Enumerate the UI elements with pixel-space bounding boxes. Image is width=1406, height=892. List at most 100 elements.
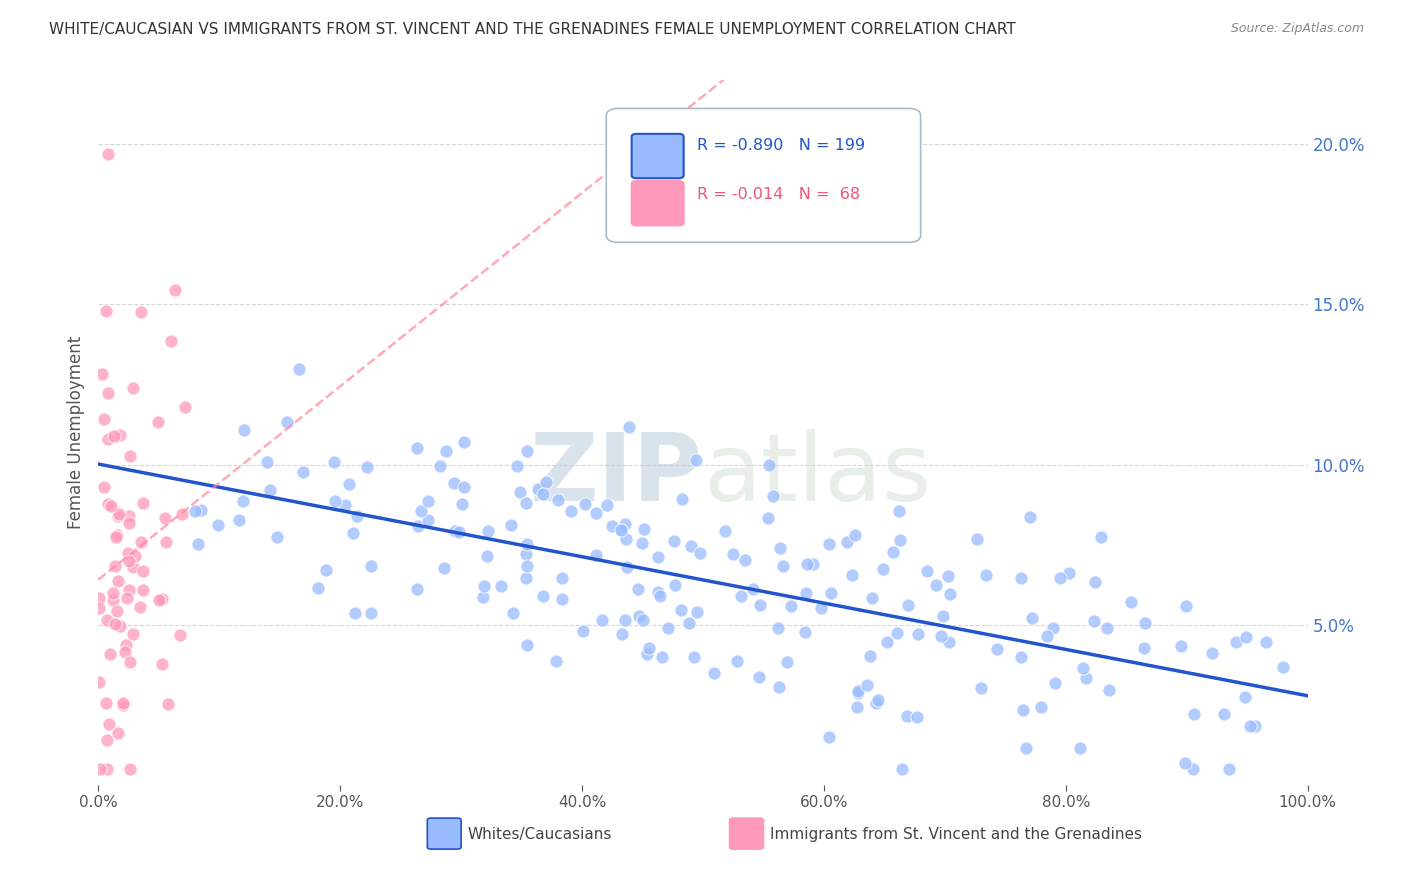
Point [190,503,212,517]
Point [114,644,136,658]
Point [810,601,832,615]
Point [671,491,693,506]
Point [89,762,111,776]
Point [276,415,298,429]
Point [748,670,770,684]
Point [515,547,537,561]
Point [1098,683,1121,698]
Point [631,536,654,550]
Text: R = -0.014   N =  68: R = -0.014 N = 68 [697,187,860,202]
Point [97,147,120,161]
Point [882,544,904,558]
Point [111,696,134,710]
Point [108,427,131,442]
Point [796,557,818,571]
Point [108,619,131,633]
Point [323,455,346,469]
Point [1042,621,1064,635]
Point [509,484,531,499]
Point [449,524,471,539]
Point [103,592,125,607]
Point [547,492,569,507]
Point [87,675,110,690]
Point [678,615,700,630]
Point [129,305,152,319]
Point [907,627,929,641]
Point [585,549,607,563]
FancyBboxPatch shape [631,134,683,178]
Point [775,655,797,669]
Point [1057,566,1080,580]
Point [531,487,554,501]
Point [614,516,637,531]
Point [647,584,669,599]
Text: ZIP: ZIP [530,429,703,521]
Point [905,710,928,724]
Point [105,604,128,618]
Point [1049,571,1071,585]
Point [1071,661,1094,675]
Point [633,522,655,536]
Point [657,621,679,635]
Point [108,507,131,521]
Point [1036,629,1059,643]
Point [515,571,537,585]
Point [184,504,207,518]
Point [612,627,634,641]
Point [228,513,250,527]
Point [1201,646,1223,660]
Point [742,582,765,596]
Point [1213,707,1236,722]
Point [596,498,619,512]
Point [860,591,883,605]
FancyBboxPatch shape [427,818,461,849]
Point [1174,756,1197,770]
Point [103,429,125,443]
Point [103,585,125,599]
Point [150,657,173,672]
Point [550,592,572,607]
Point [187,536,209,550]
Point [897,598,920,612]
Point [682,649,704,664]
Point [734,553,756,567]
Point [721,547,744,561]
Point [1170,639,1192,653]
Point [1256,635,1278,649]
Point [122,381,145,395]
Point [87,591,110,606]
Point [868,693,890,707]
Point [768,680,790,694]
Point [256,455,278,469]
Text: Source: ZipAtlas.com: Source: ZipAtlas.com [1230,22,1364,36]
Text: R = -0.890   N = 199: R = -0.890 N = 199 [697,138,865,153]
Point [766,621,789,635]
Point [820,586,842,600]
Point [405,441,427,455]
Point [713,524,735,539]
Point [148,415,170,429]
Point [758,458,780,472]
Point [616,560,638,574]
Point [115,638,138,652]
Point [107,574,129,589]
Point [453,434,475,449]
Point [801,557,824,571]
Point [100,499,122,513]
Point [516,558,538,573]
Point [889,533,911,547]
Point [1083,614,1105,628]
Point [474,579,496,593]
Point [118,449,141,463]
Point [938,634,960,648]
Point [97,385,120,400]
Point [107,726,129,740]
Point [315,562,337,576]
Point [172,507,194,521]
Point [648,589,671,603]
Point [886,626,908,640]
Point [232,493,254,508]
Point [124,549,146,564]
Point [148,592,170,607]
Point [794,624,817,639]
